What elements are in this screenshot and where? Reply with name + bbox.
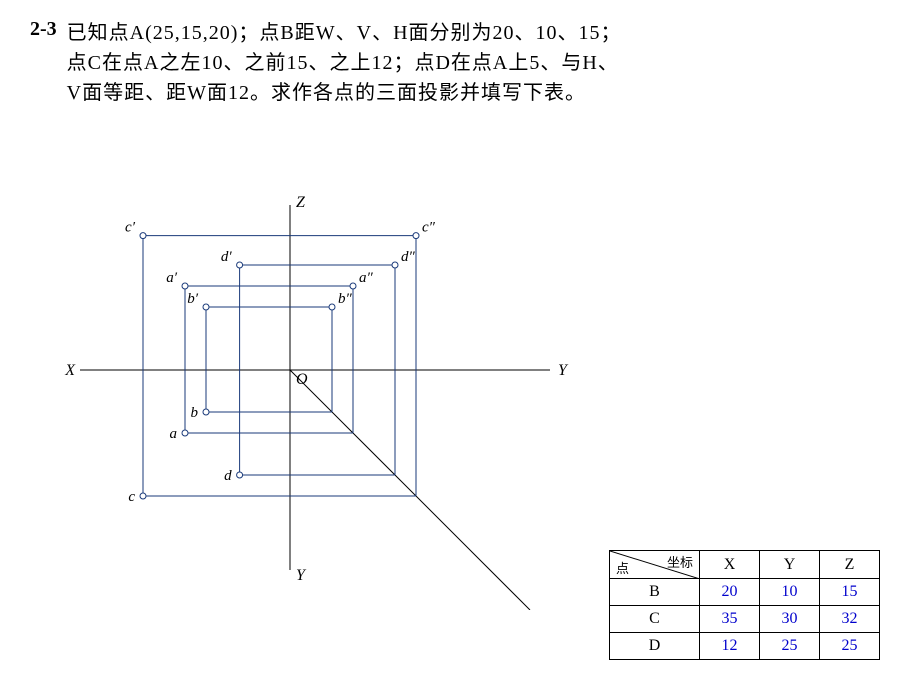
problem-number: 2-3 [30, 18, 57, 41]
svg-text:a″: a″ [359, 270, 374, 286]
projection-diagram: X Y Z Y Oc′ c″ c d′ d″ d a′ a″ a b′ b″ b [30, 130, 590, 615]
problem-text: 已知点A(25,15,20)；点B距W、V、H面分别为20、10、15； 点C在… [67, 18, 622, 108]
table-header-row: 坐标 点 X Y Z [610, 551, 880, 579]
svg-text:b′: b′ [187, 291, 199, 307]
cell-d-x: 12 [700, 633, 760, 660]
svg-text:d″: d″ [401, 249, 416, 265]
svg-text:Y: Y [558, 362, 569, 379]
svg-text:b: b [191, 405, 199, 421]
svg-text:Z: Z [296, 194, 306, 211]
cell-c-z: 32 [820, 606, 880, 633]
svg-text:c: c [128, 489, 135, 505]
cell-b-z: 15 [820, 579, 880, 606]
col-x: X [700, 551, 760, 579]
cell-b-y: 10 [760, 579, 820, 606]
col-z: Z [820, 551, 880, 579]
text-line-1: 已知点A(25,15,20)；点B距W、V、H面分别为20、10、15； [67, 18, 622, 48]
text-line-2: 点C在点A之左10、之前15、之上12；点D在点A上5、与H、 [67, 48, 622, 78]
svg-text:O: O [296, 371, 308, 388]
col-y: Y [760, 551, 820, 579]
data-table: 坐标 点 X Y Z B 20 10 15 C 35 30 32 D 12 25… [609, 550, 880, 660]
svg-text:c′: c′ [125, 220, 136, 236]
row-c: C [610, 606, 700, 633]
svg-text:d′: d′ [221, 249, 233, 265]
svg-text:X: X [64, 362, 76, 379]
cell-d-y: 25 [760, 633, 820, 660]
svg-text:a′: a′ [166, 270, 178, 286]
coordinates-table: 坐标 点 X Y Z B 20 10 15 C 35 30 32 D 12 25… [609, 550, 880, 660]
cell-c-x: 35 [700, 606, 760, 633]
diagonal-header-cell: 坐标 点 [610, 551, 700, 579]
cell-b-x: 20 [700, 579, 760, 606]
table-row: B 20 10 15 [610, 579, 880, 606]
table-row: D 12 25 25 [610, 633, 880, 660]
row-b: B [610, 579, 700, 606]
svg-text:a: a [170, 426, 178, 442]
svg-text:c″: c″ [422, 220, 436, 236]
svg-text:Y: Y [296, 567, 307, 584]
table-row: C 35 30 32 [610, 606, 880, 633]
svg-text:b″: b″ [338, 291, 353, 307]
text-line-3: V面等距、距W面12。求作各点的三面投影并填写下表。 [67, 78, 622, 108]
problem-header: 2-3 已知点A(25,15,20)；点B距W、V、H面分别为20、10、15；… [30, 18, 890, 108]
diag-bottom-label: 点 [616, 558, 629, 577]
cell-c-y: 30 [760, 606, 820, 633]
cell-d-z: 25 [820, 633, 880, 660]
row-d: D [610, 633, 700, 660]
diag-top-label: 坐标 [667, 552, 693, 571]
svg-text:d: d [224, 468, 232, 484]
